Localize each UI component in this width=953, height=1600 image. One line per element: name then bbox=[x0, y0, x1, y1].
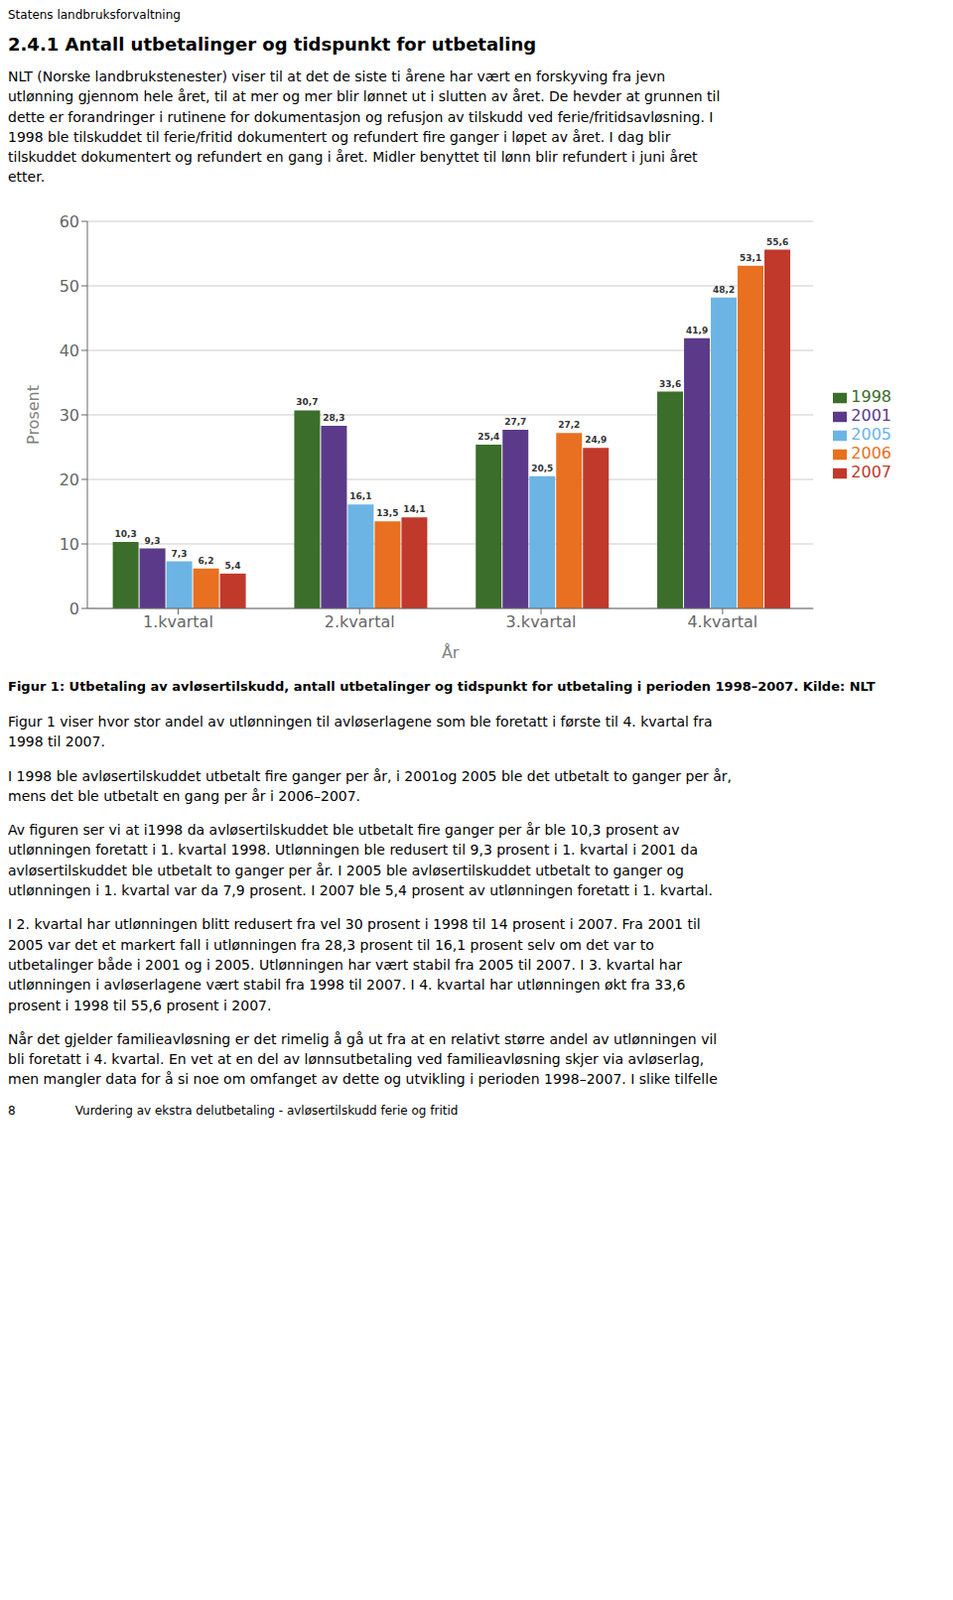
svg-text:30: 30 bbox=[59, 405, 80, 424]
html-text:I 2. kvartal har utlønningen b: I 2. kvartal har utlønningen blitt redus… bbox=[7, 916, 701, 1014]
svg-text:25,4: 25,4 bbox=[477, 431, 500, 442]
svg-text:16,1: 16,1 bbox=[349, 491, 372, 502]
html-text:Av figuren ser vi at i1998 da: Av figuren ser vi at i1998 da avløsertil… bbox=[7, 822, 713, 899]
html-text:Figur 1 viser hvor stor andel: Figur 1 viser hvor stor andel av utlønni… bbox=[7, 713, 713, 750]
svg-text:53,1: 53,1 bbox=[739, 253, 762, 264]
svg-text:2.kvartal: 2.kvartal bbox=[324, 612, 396, 632]
html-text:Figur 1: Utbetaling av avløser: Figur 1: Utbetaling av avløsertilskudd, … bbox=[7, 678, 876, 694]
html-text:8: 8 bbox=[7, 1103, 16, 1118]
svg-text:Prosent: Prosent bbox=[23, 385, 43, 445]
svg-text:20: 20 bbox=[59, 469, 80, 489]
svg-text:7,3: 7,3 bbox=[171, 547, 188, 558]
svg-text:10,3: 10,3 bbox=[114, 529, 137, 540]
svg-text:9,3: 9,3 bbox=[144, 535, 161, 545]
svg-text:14,1: 14,1 bbox=[403, 504, 425, 515]
html-text:I 1998 ble avløsertilskuddet u: I 1998 ble avløsertilskuddet utbetalt fi… bbox=[7, 767, 732, 804]
svg-text:0: 0 bbox=[69, 598, 80, 618]
html-text:2001: 2001 bbox=[851, 406, 892, 426]
svg-text:27,2: 27,2 bbox=[557, 419, 580, 430]
svg-text:41,9: 41,9 bbox=[685, 324, 708, 335]
svg-text:5,4: 5,4 bbox=[225, 560, 242, 571]
svg-text:13,5: 13,5 bbox=[376, 508, 399, 519]
svg-text:10: 10 bbox=[59, 534, 80, 553]
html-text:Når det gjelder familieavløsni: Når det gjelder familieavløsning er det … bbox=[7, 1031, 718, 1088]
svg-text:År: År bbox=[441, 643, 460, 663]
html-text:2007: 2007 bbox=[851, 462, 892, 482]
svg-text:27,7: 27,7 bbox=[504, 416, 527, 427]
svg-text:28,3: 28,3 bbox=[322, 412, 345, 423]
svg-text:60: 60 bbox=[59, 211, 80, 231]
svg-text:40: 40 bbox=[59, 340, 80, 360]
svg-text:3.kvartal: 3.kvartal bbox=[506, 612, 577, 632]
svg-text:50: 50 bbox=[59, 275, 80, 295]
svg-text:20,5: 20,5 bbox=[531, 463, 553, 474]
html-text:2005: 2005 bbox=[851, 425, 892, 445]
html-text:1998: 1998 bbox=[851, 387, 892, 407]
html-text:Vurdering av ekstra delutbetal: Vurdering av ekstra delutbetaling - avlø… bbox=[75, 1103, 459, 1118]
html-text:Statens landbruksforvaltning: Statens landbruksforvaltning bbox=[7, 7, 181, 22]
html-text:NLT (Norske landbrukstenester): NLT (Norske landbrukstenester) viser til… bbox=[7, 68, 721, 186]
html-text:2006: 2006 bbox=[851, 444, 892, 463]
svg-text:48,2: 48,2 bbox=[712, 283, 735, 294]
svg-text:33,6: 33,6 bbox=[659, 378, 681, 389]
svg-text:30,7: 30,7 bbox=[295, 397, 318, 408]
svg-text:6,2: 6,2 bbox=[198, 554, 215, 565]
svg-text:4.kvartal: 4.kvartal bbox=[686, 612, 758, 632]
html-text:2.4.1 Antall utbetalinger og t: 2.4.1 Antall utbetalinger og tidspunkt f… bbox=[7, 33, 537, 55]
svg-text:55,6: 55,6 bbox=[766, 236, 789, 247]
svg-text:1.kvartal: 1.kvartal bbox=[142, 612, 214, 632]
svg-text:24,9: 24,9 bbox=[584, 434, 607, 445]
